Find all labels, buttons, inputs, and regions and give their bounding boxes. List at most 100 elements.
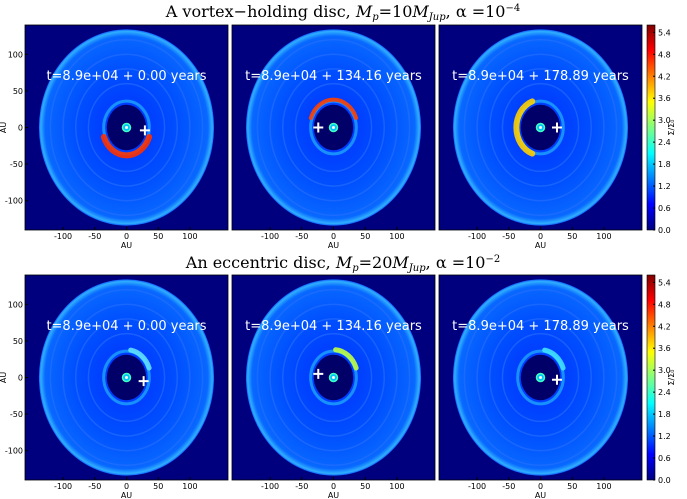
disc-ring [476,53,605,202]
vortex-arc [333,347,359,371]
x-tick-label: 0 [538,482,543,491]
disc-ring [282,68,385,187]
disc-ring [75,318,178,437]
x-tick-label: -100 [468,482,486,491]
disc-ring [269,53,398,202]
y-axis-label: AU [0,372,8,383]
colorbar-tick-label: 0.6 [658,204,671,213]
panel: t=8.9e+04 + 0.00 years -100 -50 0 50 100 AU -10… [0,274,229,499]
disc-ring [489,68,592,187]
disc-ring [463,288,618,467]
colorbar-tick-label: 3.0 [658,116,671,125]
disc-ring [62,53,191,202]
colorbar-tick-label: 3.6 [658,344,671,353]
x-tick-label: 0 [331,482,336,491]
x-axis-label: AU [535,241,546,250]
colorbar-tick-label: 1.8 [658,410,671,419]
disc-ring [75,68,178,187]
y-tick-label: -50 [10,160,23,169]
x-tick-label: -50 [295,482,308,491]
x-axis-label: AU [121,491,132,499]
y-tick-label: 100 [8,300,23,309]
panel: t=8.9e+04 + 134.16 years -100 -50 0 50 100 AU [231,24,436,250]
star [539,126,542,129]
colorbar-tick-label: 0.6 [658,454,671,463]
colorbar-tick-label: 4.2 [658,322,671,331]
x-tick-label: -100 [261,482,279,491]
colorbar-tick-label: 2.4 [658,138,671,147]
x-axis-label: AU [328,241,339,250]
colorbar-tick-label: 0.0 [658,226,671,235]
disc-ring [49,288,204,467]
vortex-arc [513,98,536,157]
y-tick-label: 100 [8,50,23,59]
x-tick-label: -100 [54,232,72,241]
x-tick-label: 100 [389,232,404,241]
disc-ring [501,82,580,173]
disc-ring [62,303,191,452]
disc-ring [294,82,373,173]
row-title: An eccentric disc, Mp=20MJup, α =10−2 [185,253,500,274]
x-axis-label: AU [121,241,132,250]
x-tick-label: -100 [54,482,72,491]
x-tick-label: 100 [182,232,197,241]
colorbar-tick-label: 4.8 [658,50,671,59]
x-axis-label: AU [328,491,339,499]
colorbar-tick-label: 3.6 [658,94,671,103]
x-tick-label: 100 [182,482,197,491]
panel: t=8.9e+04 + 134.16 years -100 -50 0 50 100 AU [231,274,436,499]
vortex-arc [542,347,566,371]
disc-ring [501,332,580,423]
x-tick-label: -50 [88,482,101,491]
disc-ring [256,38,411,217]
star [539,376,542,379]
panel-label: t=8.9e+04 + 178.89 years [452,69,629,84]
x-tick-label: -50 [502,232,515,241]
disc-ring [294,332,373,423]
disc-ring [516,349,565,406]
colorbar-tick-label: 0.0 [658,476,671,485]
colorbar-tick-label: 1.2 [658,432,671,441]
x-tick-label: 100 [596,232,611,241]
vortex-arc [308,97,359,120]
vortex-arc [100,134,153,159]
colorbar-tick-label: 3.0 [658,366,671,375]
disc-ring [489,318,592,437]
x-tick-label: 50 [153,232,163,241]
colorbar-tick-label: 2.4 [658,388,671,397]
y-tick-label: 0 [18,374,23,383]
disc-ring [49,38,204,217]
x-tick-label: 0 [538,232,543,241]
y-tick-label: 0 [18,124,23,133]
disc-ring [476,303,605,452]
x-tick-label: -100 [468,232,486,241]
x-tick-label: 50 [153,482,163,491]
x-tick-label: 50 [567,482,577,491]
x-tick-label: 100 [389,482,404,491]
colorbar-label: Σ/Σ₀ [667,119,676,135]
x-tick-label: 50 [360,232,370,241]
y-tick-label: -100 [5,197,23,206]
star [125,126,128,129]
colorbar-tick-label: 4.8 [658,300,671,309]
disc-ring [87,82,166,173]
colorbar-tick-label: 5.4 [658,278,671,287]
star [332,126,335,129]
panel-label: t=8.9e+04 + 0.00 years [46,69,206,84]
colorbar [646,274,656,481]
panel: t=8.9e+04 + 0.00 years -100 -50 0 50 100 AU -10… [0,24,229,250]
x-tick-label: 0 [331,232,336,241]
x-tick-label: 50 [360,482,370,491]
disc-ring [463,38,618,217]
colorbar-tick-label: 5.4 [658,28,671,37]
planet [313,122,324,133]
planet [313,368,324,379]
panel: t=8.9e+04 + 178.89 years -100 -50 0 50 100 AU [438,274,643,499]
y-axis-label: AU [0,122,8,133]
disc-ring [87,332,166,423]
disc-ring [269,303,398,452]
panel: t=8.9e+04 + 178.89 years -100 -50 0 50 100 AU [438,24,643,250]
y-tick-label: 50 [13,87,23,96]
